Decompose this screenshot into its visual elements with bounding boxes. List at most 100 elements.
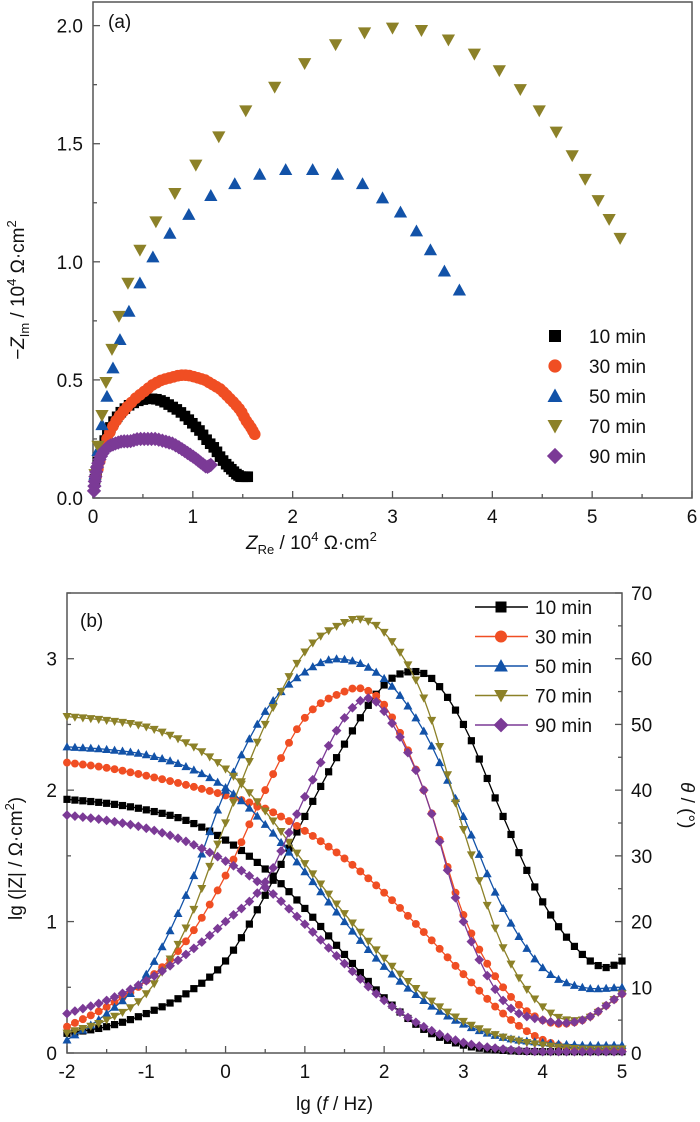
modulus-point — [173, 735, 183, 744]
phase-point — [173, 908, 183, 917]
phase-point — [554, 1013, 564, 1022]
modulus-point — [213, 789, 222, 798]
modulus-point — [379, 954, 389, 963]
phase-point — [117, 988, 128, 999]
phase-point — [317, 782, 325, 791]
phase-point — [426, 809, 437, 819]
phase-point — [420, 669, 428, 678]
modulus-point — [300, 826, 309, 835]
data-point — [423, 243, 438, 256]
phase-point — [412, 667, 420, 676]
modulus-point — [118, 746, 127, 755]
phase-point — [340, 740, 349, 748]
phase-point — [149, 980, 159, 989]
phase-point — [157, 942, 167, 951]
modulus-point — [363, 981, 374, 992]
modulus-point — [546, 1042, 556, 1051]
phase-point — [396, 670, 404, 678]
legend-label: 10 min — [589, 327, 646, 348]
modulus-point — [220, 856, 231, 866]
phase-point — [268, 863, 279, 873]
phase-point — [173, 955, 183, 966]
phase-point — [166, 999, 174, 1007]
phase-point — [340, 687, 349, 696]
phase-point — [284, 827, 294, 838]
modulus-point — [561, 1046, 572, 1057]
phase-point — [316, 632, 326, 641]
modulus-point — [269, 808, 278, 817]
modulus-point — [125, 747, 135, 756]
modulus-point — [70, 759, 79, 768]
modulus-point — [189, 765, 199, 774]
data-point — [248, 428, 261, 441]
phase-point — [466, 936, 477, 947]
ylabel-b-left-text: lg (|Z| / Ω·cm — [6, 810, 27, 920]
modulus-point — [380, 888, 389, 897]
legend-label: 50 min — [589, 387, 646, 408]
modulus-line — [66, 746, 623, 1046]
modulus-point — [158, 775, 167, 784]
data-point — [133, 276, 147, 289]
legend-marker — [548, 359, 562, 373]
phase-point — [260, 720, 270, 729]
modulus-point — [522, 1027, 531, 1036]
modulus-point — [157, 753, 167, 763]
data-point — [298, 58, 312, 71]
phase-point — [467, 737, 475, 745]
phase-point — [364, 686, 373, 695]
legend-item: 10 min — [549, 327, 646, 348]
panel-label-b: (b) — [80, 611, 103, 632]
modulus-point — [94, 715, 104, 725]
phase-point — [356, 684, 365, 693]
modulus-point — [435, 1003, 445, 1012]
phase-point — [371, 697, 382, 707]
phase-point — [141, 975, 152, 986]
phase-point — [133, 998, 143, 1007]
modulus-point — [260, 882, 271, 893]
phase-point — [190, 985, 198, 993]
phase-point — [308, 662, 318, 671]
legend-marker — [494, 690, 508, 703]
data-point — [385, 22, 400, 35]
phase-point — [244, 734, 254, 743]
modulus-point — [491, 1002, 500, 1011]
phase-point — [419, 694, 429, 703]
phase-point — [538, 1003, 548, 1012]
phase-point — [102, 1016, 112, 1025]
series-50-min — [88, 163, 467, 480]
plot-a-xlabel: ZRe / 104 Ω·cm2 — [245, 529, 377, 557]
plot-b-xlabel: lg (f / Hz) — [296, 1094, 373, 1115]
phase-point — [490, 924, 500, 933]
modulus-point — [95, 798, 103, 806]
modulus-point — [221, 836, 230, 844]
phase-point — [395, 690, 405, 699]
phase-point — [236, 778, 246, 787]
modulus-point — [593, 1046, 604, 1057]
phase-point — [371, 621, 381, 630]
phase-point — [324, 655, 334, 664]
phase-point — [498, 903, 508, 913]
legend-label: 90 min — [535, 716, 592, 737]
y-left-tick-label-b: 1 — [46, 913, 57, 934]
modulus-point — [70, 742, 80, 751]
modulus-point — [466, 1021, 476, 1030]
phase-point — [94, 1020, 104, 1029]
modulus-point — [292, 849, 302, 858]
phase-point — [165, 960, 175, 971]
y-right-tick-label-b: 10 — [631, 978, 652, 999]
phase-point — [458, 811, 468, 821]
data-point — [204, 189, 218, 201]
legend-label: 70 min — [535, 687, 592, 708]
phase-point — [110, 1021, 119, 1029]
x-tick-label-b: 4 — [537, 1062, 548, 1083]
xlabel-a-rest: / 10 — [274, 533, 311, 554]
modulus-point — [268, 817, 278, 826]
phase-point — [292, 659, 302, 668]
phase-point — [316, 657, 326, 667]
modulus-point — [426, 1025, 437, 1036]
modulus-point — [181, 780, 190, 789]
phase-point — [340, 654, 349, 663]
modulus-point — [205, 753, 215, 762]
modulus-point — [316, 837, 325, 846]
